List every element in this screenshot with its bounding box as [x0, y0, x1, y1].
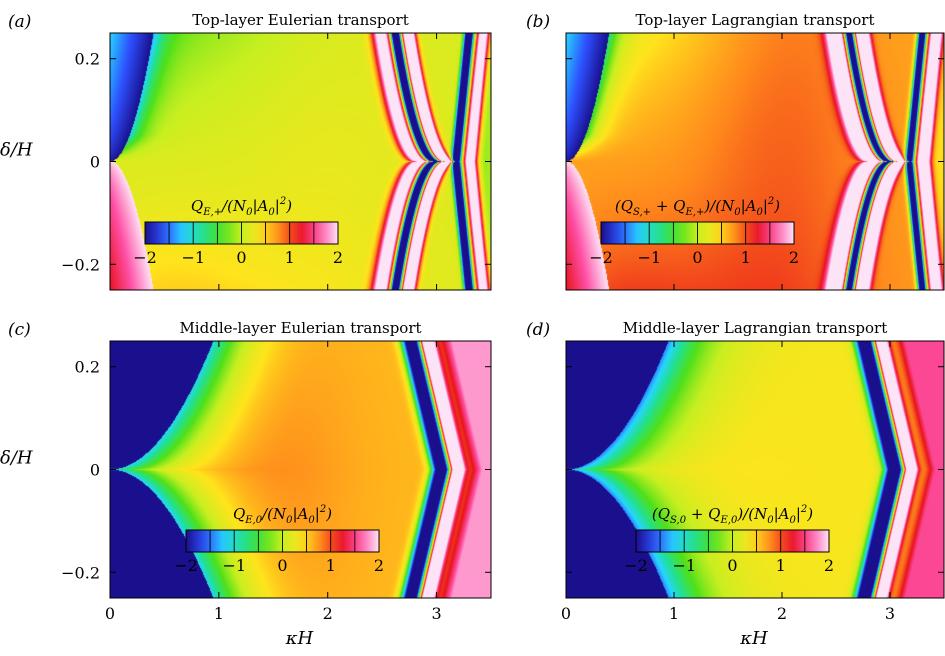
colorbar-segment	[672, 221, 698, 245]
colorbar-tick-label: 2	[824, 556, 834, 575]
panel-label: (a)	[8, 12, 31, 32]
y-tick-label: −0.2	[61, 563, 100, 582]
panel-3: Middle-layer Eulerian transport (c) −0.2 0 0…	[0, 319, 492, 649]
colorbar-segment	[648, 221, 674, 245]
colorbar-tick-label: 0	[692, 248, 702, 267]
y-tick-label: 0.2	[75, 50, 100, 69]
colorbar-segment	[624, 221, 650, 245]
x-tick-label: 2	[777, 604, 787, 623]
colorbar-tick-label: 1	[776, 556, 786, 575]
x-axis-label: κH	[739, 628, 768, 649]
colorbar-segment	[756, 529, 782, 553]
colorbar-tick-label: 1	[326, 556, 336, 575]
colorbar-segment	[635, 529, 661, 553]
colorbar-segment	[257, 529, 283, 553]
panel-title: Top-layer Eulerian transport	[192, 11, 409, 29]
colorbar-segment	[600, 221, 626, 245]
y-axis-label: δ/H	[0, 448, 33, 469]
colorbar-tick-label: 2	[374, 556, 384, 575]
colorbar-segment	[707, 529, 733, 553]
colorbar-tick-label: −1	[222, 556, 246, 575]
y-tick-label: −0.2	[61, 255, 100, 274]
colorbar-tick-label: 0	[727, 556, 737, 575]
colorbar-segment	[233, 529, 259, 553]
colorbar-tick-label: −2	[133, 248, 157, 267]
y-tick-label: 0.2	[75, 358, 100, 377]
colorbar-segment	[216, 221, 242, 245]
panel-4: Middle-layer Lagrangian transport (d) 0 1 2 3…	[526, 319, 945, 649]
colorbar-tick-label: 2	[333, 248, 343, 267]
colorbar-label: QE,+/(N0|A0|2)	[191, 196, 292, 218]
colorbar-segment	[330, 529, 356, 553]
heatmap-image	[566, 341, 944, 598]
x-axis-label: κH	[285, 628, 314, 649]
colorbar-tick-label: 0	[277, 556, 287, 575]
x-tick-label: 1	[669, 604, 679, 623]
colorbar-segment	[289, 221, 315, 245]
colorbar-segment	[745, 221, 771, 245]
colorbar-segment	[354, 529, 380, 553]
colorbar-segment	[732, 529, 758, 553]
colorbar-segment	[306, 529, 332, 553]
colorbar-segment	[769, 221, 795, 245]
colorbar-segment	[683, 529, 709, 553]
colorbar-segment	[192, 221, 218, 245]
colorbar-tick-label: 1	[741, 248, 751, 267]
colorbar-segment	[721, 221, 747, 245]
colorbar-segment	[313, 221, 339, 245]
colorbar-tick-label: −1	[637, 248, 661, 267]
colorbar-tick-label: 1	[285, 248, 295, 267]
x-tick-label: 2	[323, 604, 333, 623]
x-tick-label: 1	[214, 604, 224, 623]
colorbar-segment	[185, 529, 211, 553]
colorbar-tick-label: 2	[789, 248, 799, 267]
y-tick-label: 0	[90, 153, 100, 172]
colorbar-frame	[635, 529, 830, 553]
colorbar-frame	[600, 221, 795, 245]
colorbar-segment	[241, 221, 267, 245]
x-tick-label: 3	[431, 604, 441, 623]
panel-title: Middle-layer Eulerian transport	[179, 319, 421, 337]
panel-title: Middle-layer Lagrangian transport	[623, 319, 888, 337]
colorbar-segment	[265, 221, 291, 245]
colorbar-segment	[144, 221, 170, 245]
colorbar-segment	[697, 221, 723, 245]
heatmap-image	[110, 33, 491, 290]
colorbar-tick-label: −1	[672, 556, 696, 575]
panel-label: (b)	[526, 12, 550, 32]
colorbar-tick-label: −2	[589, 248, 613, 267]
x-tick-label: 0	[561, 604, 571, 623]
colorbar-frame	[185, 529, 380, 553]
colorbar-tick-label: −2	[174, 556, 198, 575]
heatmap-image	[110, 341, 491, 598]
y-axis-label: δ/H	[0, 140, 33, 161]
panel-label: (d)	[526, 320, 550, 340]
panel-2: Top-layer Lagrangian transport (b) −2 −1 0 1 2…	[526, 11, 945, 291]
colorbar-segment	[659, 529, 685, 553]
colorbar-tick-label: −2	[624, 556, 648, 575]
y-tick-label: 0	[90, 461, 100, 480]
colorbar-segment	[804, 529, 830, 553]
x-tick-label: 3	[885, 604, 895, 623]
colorbar-label: (QS,0 + QE,0)/(N0|A0|2)	[652, 504, 813, 526]
colorbar-segment	[780, 529, 806, 553]
colorbar-tick-label: 0	[236, 248, 246, 267]
panel-label: (c)	[8, 320, 31, 340]
panel-1: Top-layer Eulerian transport (a) −0.2 0 0.2 δ…	[0, 11, 492, 291]
x-tick-label: 0	[105, 604, 115, 623]
panel-title: Top-layer Lagrangian transport	[636, 11, 875, 29]
heatmap-image	[566, 33, 944, 290]
colorbar-segment	[209, 529, 235, 553]
colorbar-segment	[168, 221, 194, 245]
colorbar-frame	[144, 221, 339, 245]
colorbar-tick-label: −1	[181, 248, 205, 267]
colorbar-segment	[282, 529, 308, 553]
